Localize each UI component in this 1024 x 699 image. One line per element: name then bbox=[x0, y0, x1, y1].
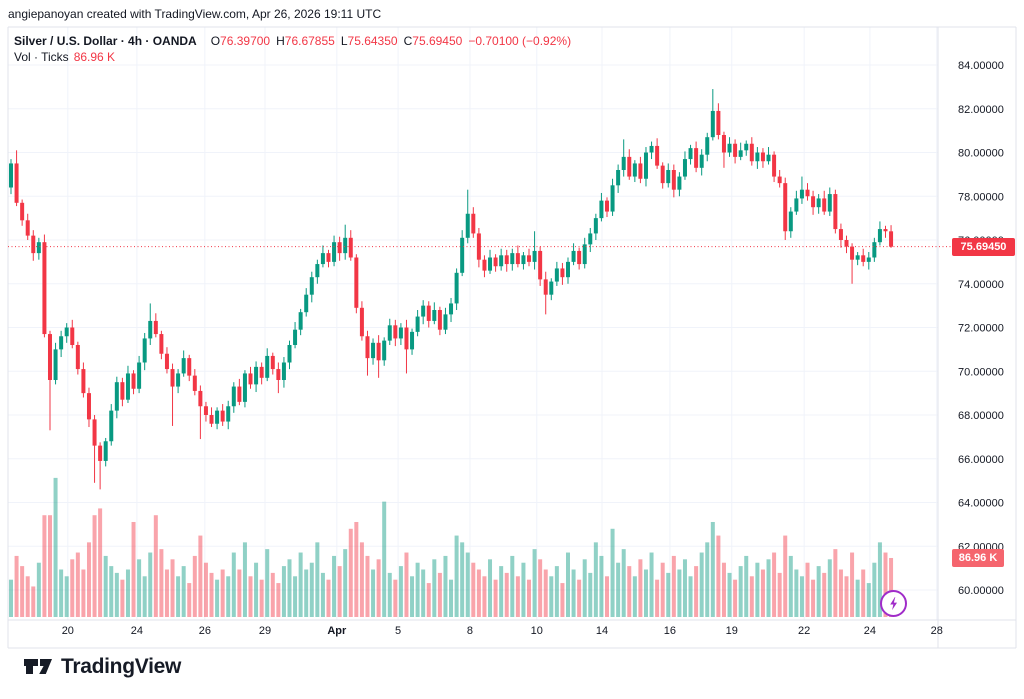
time-tick-label: 14 bbox=[596, 625, 608, 637]
price-tick-label: 84.00000 bbox=[958, 60, 1004, 72]
price-tick-label: 74.00000 bbox=[958, 279, 1004, 291]
last-price-badge: 75.69450 bbox=[952, 237, 1015, 256]
time-tick-label: 24 bbox=[864, 625, 876, 637]
time-tick-label: 26 bbox=[199, 625, 211, 637]
price-tick-label: 68.00000 bbox=[958, 410, 1004, 422]
close-value: 75.69450 bbox=[412, 34, 463, 48]
price-tick-label: 64.00000 bbox=[958, 498, 1004, 510]
time-tick-label: 16 bbox=[664, 625, 676, 637]
time-tick-label: 28 bbox=[931, 625, 943, 637]
price-tick-label: 80.00000 bbox=[958, 148, 1004, 160]
legend-symbol-row: Silver / U.S. Dollar · 4h · OANDA O76.397… bbox=[14, 33, 571, 49]
legend-volume-row: Vol · Ticks 86.96 K bbox=[14, 49, 571, 65]
lightning-bolt-icon bbox=[890, 596, 898, 611]
candles bbox=[9, 89, 894, 490]
high-value: 76.67855 bbox=[284, 34, 335, 48]
low-label: L bbox=[340, 34, 348, 48]
time-tick-label: 10 bbox=[531, 625, 543, 637]
volume-study-value: 86.96 K bbox=[73, 50, 116, 64]
volume-study-label[interactable]: Vol · Ticks bbox=[14, 50, 69, 64]
time-tick-label: 24 bbox=[131, 625, 143, 637]
tradingview-logo-text: TradingView bbox=[61, 655, 182, 678]
open-value: 76.39700 bbox=[220, 34, 271, 48]
price-tick-label: 82.00000 bbox=[958, 104, 1004, 116]
low-value: 75.64350 bbox=[347, 34, 398, 48]
tradingview-logo[interactable]: TradingView bbox=[24, 655, 181, 679]
time-tick-label: 8 bbox=[467, 625, 473, 637]
volume-bars bbox=[9, 477, 894, 617]
lightning-button[interactable] bbox=[880, 590, 907, 617]
price-tick-label: 72.00000 bbox=[958, 323, 1004, 335]
time-axis-labels: 20 24 26 29 Apr 5 8 10 14 16 19 22 24 28 bbox=[62, 625, 943, 637]
last-volume-badge: 86.96 K bbox=[952, 548, 1004, 567]
chart-frame bbox=[7, 26, 1017, 649]
time-axis[interactable] bbox=[8, 620, 1016, 648]
chart-legend: Silver / U.S. Dollar · 4h · OANDA O76.397… bbox=[14, 33, 571, 65]
price-tick-label: 70.00000 bbox=[958, 366, 1004, 378]
high-label: H bbox=[276, 34, 285, 48]
attribution-text: angiepanoyan created with TradingView.co… bbox=[8, 7, 382, 21]
open-label: O bbox=[210, 34, 221, 48]
time-tick-label: 19 bbox=[726, 625, 738, 637]
grid-lines bbox=[8, 27, 938, 620]
tradingview-logo-icon bbox=[24, 659, 52, 674]
price-tick-label: 66.00000 bbox=[958, 454, 1004, 466]
time-tick-label: 22 bbox=[798, 625, 810, 637]
price-tick-label: 60.00000 bbox=[958, 585, 1004, 597]
time-tick-label: 5 bbox=[395, 625, 401, 637]
time-tick-label: Apr bbox=[327, 625, 347, 637]
change-value: −0.70100 (−0.92%) bbox=[468, 34, 572, 48]
price-axis[interactable] bbox=[938, 27, 1016, 620]
close-label: C bbox=[403, 34, 413, 48]
time-tick-label: 20 bbox=[62, 625, 74, 637]
time-tick-label: 29 bbox=[259, 625, 271, 637]
symbol-title[interactable]: Silver / U.S. Dollar · 4h · OANDA bbox=[14, 34, 197, 48]
price-tick-label: 78.00000 bbox=[958, 191, 1004, 203]
